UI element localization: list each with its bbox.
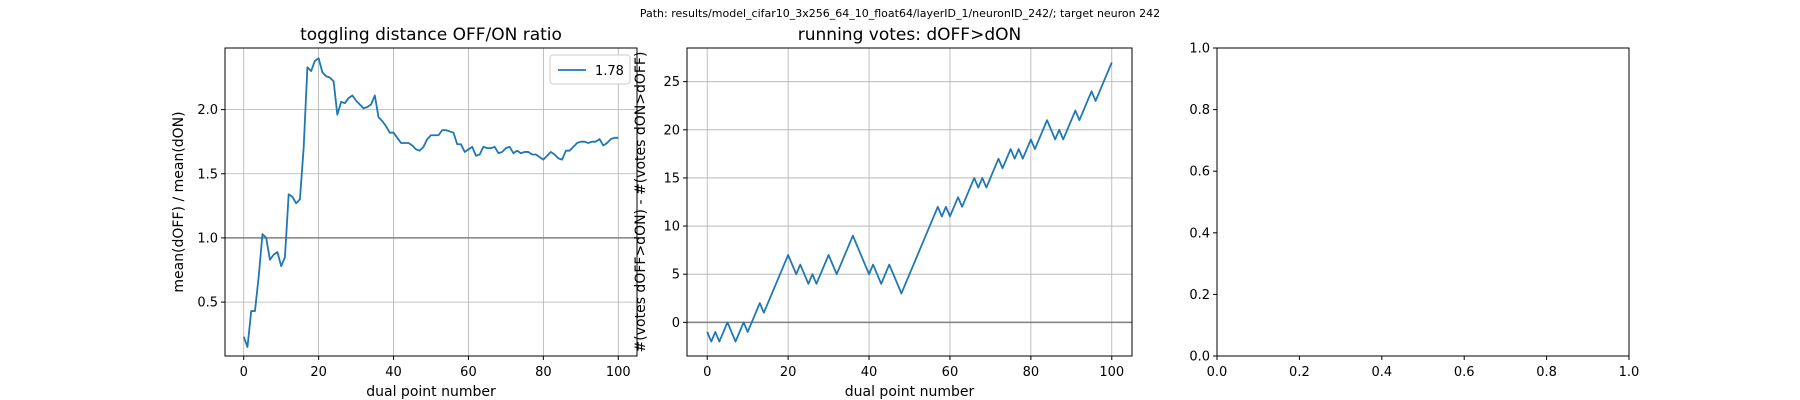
- y-tick-label: 0.8: [1189, 103, 1210, 118]
- x-tick-label: 0.2: [1289, 365, 1310, 380]
- y-tick-label: 0.4: [1189, 226, 1210, 241]
- y-tick-label: 2.0: [197, 103, 218, 118]
- x-tick-label: 60: [460, 365, 477, 380]
- y-tick-label: 20: [663, 123, 680, 138]
- y-tick-label: 0.6: [1189, 165, 1210, 180]
- axes-1: 0 20 40 60 80 100 0.5 1.0 1.5 2.0 toggling distanc…: [171, 25, 638, 400]
- x-tick-label: 0: [703, 365, 711, 380]
- x-tick-label: 80: [1023, 365, 1040, 380]
- x-tick-label: 100: [1099, 365, 1124, 380]
- x-axis-label: dual point number: [366, 384, 496, 400]
- x-tick-label: 100: [606, 365, 631, 380]
- axes-3: 0.0 0.2 0.4 0.6 0.8 1.0 0.0 0.2 0.4 0.6 0.8 1.0: [1189, 42, 1639, 381]
- x-tick-label: 40: [385, 365, 402, 380]
- x-tick-label: 40: [861, 365, 878, 380]
- legend: 1.78: [549, 54, 631, 85]
- series-line-1: [706, 62, 1113, 343]
- x-tick-label: 20: [780, 365, 797, 380]
- x-axis-label: dual point number: [845, 384, 975, 400]
- y-tick-label: 5: [672, 268, 680, 283]
- x-tick-label: 0: [240, 365, 248, 380]
- series-line-1: [242, 57, 619, 348]
- x-tick-label: 0.0: [1207, 365, 1228, 380]
- x-tick-label: 20: [310, 365, 327, 380]
- y-tick-label: 10: [663, 220, 680, 235]
- axes-frame: [1216, 47, 1630, 357]
- legend-box: [549, 54, 631, 85]
- x-tick-label: 0.4: [1371, 365, 1392, 380]
- x-tick-label: 0.8: [1536, 365, 1557, 380]
- y-tick-label: 0.5: [197, 296, 218, 311]
- y-tick-label: 1.5: [197, 167, 218, 182]
- legend-label: 1.78: [595, 64, 624, 79]
- x-tick-label: 60: [942, 365, 959, 380]
- axes-frame: [224, 47, 638, 357]
- x-tick-label: 80: [535, 365, 552, 380]
- axes-2: 0 20 40 60 80 100 0 5 10 15 20 25 running votes: dOF…: [633, 25, 1133, 400]
- y-tick-label: 0: [672, 316, 680, 331]
- y-axis-label: mean(dOFF) / mean(dON): [171, 111, 187, 292]
- y-tick-label: 0.0: [1189, 350, 1210, 365]
- axes-frame: [686, 47, 1133, 357]
- figure-suptitle: Path: results/model_cifar10_3x256_64_10_…: [640, 7, 1160, 20]
- axes-title: running votes: dOFF>dON: [798, 25, 1021, 45]
- axes-title: toggling distance OFF/ON ratio: [300, 25, 562, 45]
- y-tick-label: 25: [663, 75, 680, 90]
- y-tick-label: 1.0: [1189, 42, 1210, 57]
- x-tick-label: 1.0: [1619, 365, 1640, 380]
- y-tick-label: 15: [663, 171, 680, 186]
- y-tick-label: 0.2: [1189, 288, 1210, 303]
- y-axis-label: #(votes dOFF>dON) - #(votes dON>dOFF): [633, 52, 649, 353]
- x-tick-label: 0.6: [1454, 365, 1475, 380]
- y-tick-label: 1.0: [197, 231, 218, 246]
